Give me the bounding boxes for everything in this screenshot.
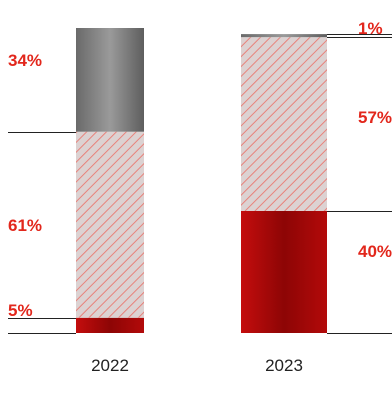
data-label-2023-1: 57%	[358, 108, 392, 127]
x-tick-label-2023: 2023	[265, 356, 303, 375]
bar-2023-segment-0	[241, 211, 327, 333]
x-tick-label-2022: 2022	[91, 356, 129, 375]
bar-2022-segment-2	[76, 28, 144, 132]
data-label-2022-0: 5%	[8, 301, 33, 320]
bar-2023-segment-1-hatch	[241, 37, 327, 212]
data-label-2022-1: 61%	[8, 216, 43, 235]
data-label-2022-2: 34%	[8, 51, 43, 70]
chart-marks	[8, 28, 392, 334]
data-label-2023-2: 1%	[358, 19, 383, 38]
bar-2023-segment-2	[241, 34, 327, 38]
data-label-2023-0: 40%	[358, 242, 392, 261]
bar-2022-segment-0	[76, 317, 144, 333]
bar-2022-segment-1-hatch	[76, 131, 144, 318]
